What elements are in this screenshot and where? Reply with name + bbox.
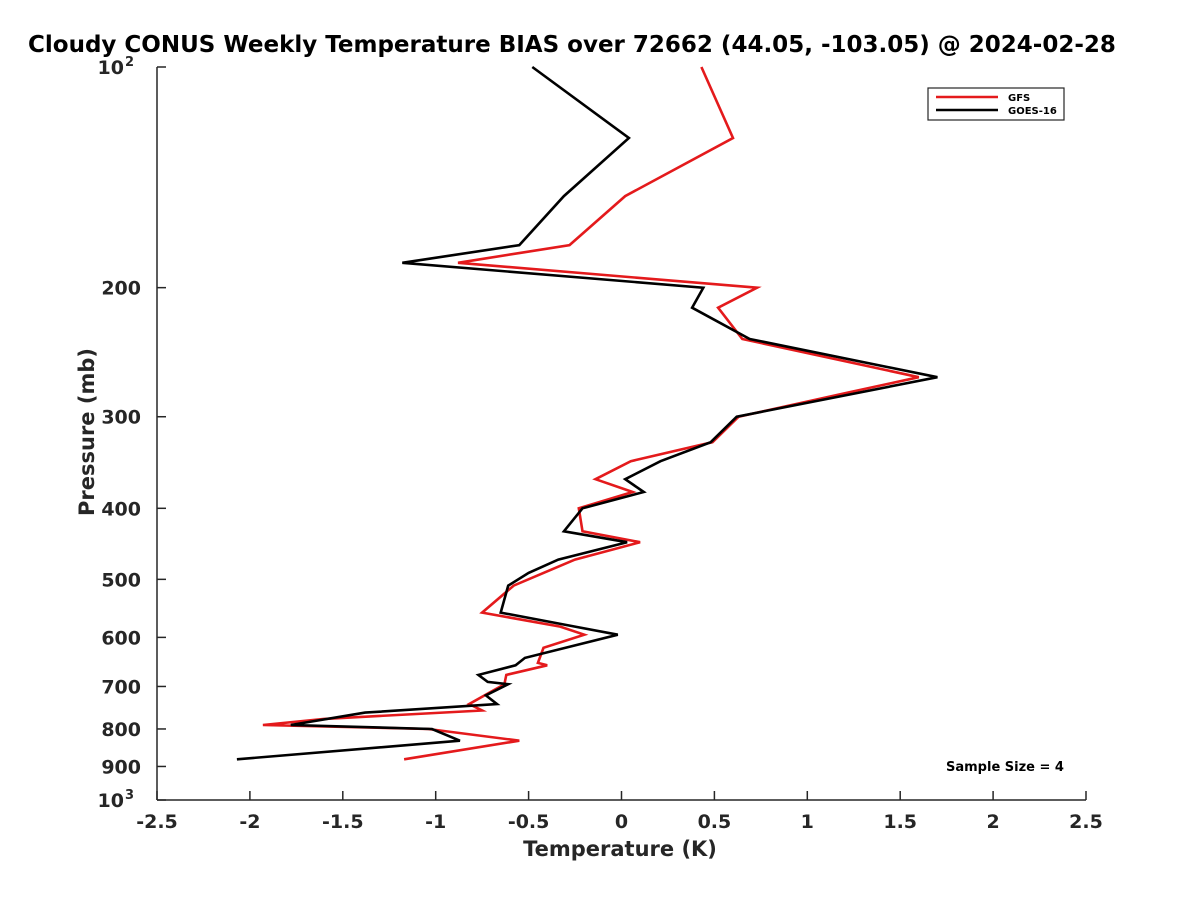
x-tick-label: -2.5 — [136, 811, 178, 833]
y-tick-label: 600 — [101, 627, 141, 649]
chart-title: Cloudy CONUS Weekly Temperature BIAS ove… — [28, 32, 1116, 58]
x-tick-label: -1 — [425, 811, 446, 833]
y-tick-label: 200 — [101, 278, 141, 300]
x-tick-label: 1 — [801, 811, 814, 833]
x-tick-label: 1.5 — [883, 811, 917, 833]
axes: -2.5 -2 -1.5 -1 -0.5 0 0.5 1 1.5 2 2.510 2200300400… — [98, 55, 1103, 833]
x-tick-label: -2 — [239, 811, 260, 833]
legend: GFS GOES-16 — [927, 87, 1065, 121]
x-tick-label: 2.5 — [1069, 811, 1103, 833]
x-tick-label: 2 — [986, 811, 999, 833]
y-tick-label: 10 — [98, 790, 124, 812]
legend-box — [927, 87, 1065, 121]
y-tick-label: 300 — [101, 407, 141, 429]
y-tick-label-exponent: 3 — [125, 788, 134, 803]
series-lines — [236, 65, 938, 761]
sample-size-annotation: Sample Size = 4 — [946, 760, 1064, 775]
x-axis-label: Temperature (K) — [523, 837, 717, 861]
y-tick-label: 800 — [101, 719, 141, 741]
y-tick-label: 700 — [101, 676, 141, 698]
x-tick-label: 0.5 — [698, 811, 732, 833]
y-tick-label: 500 — [101, 569, 141, 591]
x-tick-label: -1.5 — [322, 811, 364, 833]
legend-label-gfs: GFS — [1008, 93, 1030, 104]
y-tick-label-exponent: 2 — [125, 55, 134, 70]
y-tick-label: 10 — [98, 57, 124, 79]
x-tick-label: 0 — [615, 811, 628, 833]
y-tick-label: 400 — [101, 498, 141, 520]
legend-label-goes16: GOES-16 — [1008, 106, 1057, 117]
y-axis-label: Pressure (mb) — [75, 348, 99, 516]
series-line-goes-16 — [236, 65, 938, 761]
y-tick-label: 900 — [101, 756, 141, 778]
x-tick-label: -0.5 — [508, 811, 550, 833]
